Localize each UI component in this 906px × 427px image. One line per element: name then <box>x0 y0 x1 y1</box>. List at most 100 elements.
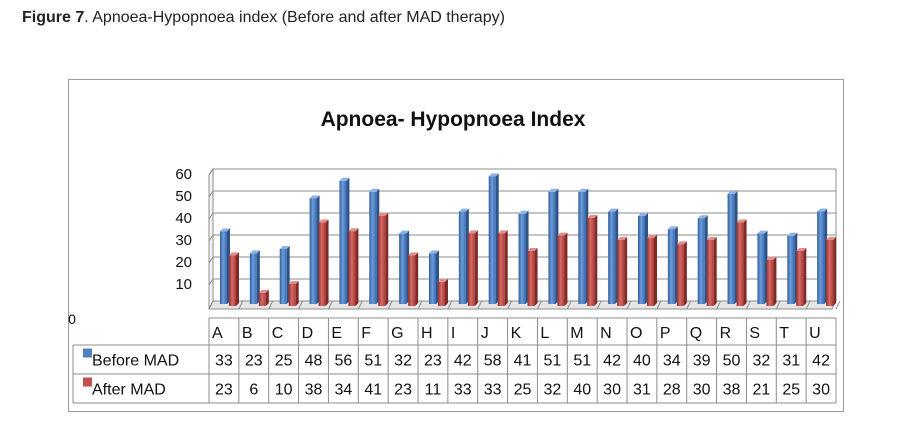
data-label: 28 <box>663 382 681 399</box>
bar-before-top <box>309 195 320 199</box>
bar-after-side <box>445 278 448 306</box>
x-tick-label: F <box>361 325 371 342</box>
bar-after-side <box>594 215 598 306</box>
figure-caption: Figure 7. Apnoea-Hypopnoea index (Before… <box>22 9 505 27</box>
y-tick-label: 50 <box>175 188 192 205</box>
bar-after-top <box>497 230 508 234</box>
data-label: 30 <box>693 382 711 399</box>
gridline-side <box>208 256 214 264</box>
floor-divider <box>238 300 244 310</box>
floor-divider <box>357 300 363 310</box>
data-label: 6 <box>249 382 258 399</box>
data-label: 32 <box>752 353 770 370</box>
data-label: 33 <box>215 353 233 370</box>
x-tick-label: C <box>272 325 284 342</box>
data-label: 38 <box>723 382 741 399</box>
data-label: 25 <box>514 382 532 399</box>
x-tick-label: L <box>540 325 549 342</box>
y-tick-label: 40 <box>175 210 192 227</box>
bar-after-top <box>826 237 837 240</box>
floor-divider <box>507 300 513 310</box>
data-label: 23 <box>424 353 442 370</box>
bar-after <box>647 237 654 306</box>
bar-after-side <box>713 237 717 306</box>
data-label: 11 <box>425 382 442 399</box>
bar-before-top <box>399 230 410 234</box>
legend-label: Before MAD <box>92 353 179 370</box>
bar-before <box>608 211 616 304</box>
bar-before-top <box>787 232 798 236</box>
x-tick-label: M <box>570 325 583 342</box>
bar-after-side <box>385 212 389 306</box>
data-label: 42 <box>454 353 472 370</box>
bar-after-side <box>654 234 657 306</box>
bar-after-top <box>766 256 777 260</box>
bar-before-top <box>458 208 469 212</box>
x-tick-label: P <box>660 325 671 342</box>
data-label: 51 <box>543 353 561 370</box>
y-tick-label: 30 <box>175 232 192 249</box>
data-label: 56 <box>334 353 352 370</box>
bar-after-top <box>408 252 419 256</box>
floor-divider <box>327 300 333 310</box>
bar-after-top <box>527 248 538 251</box>
data-label: 40 <box>573 382 591 399</box>
bar-after <box>408 255 416 306</box>
data-label: 42 <box>603 353 621 370</box>
bar-after-top <box>438 278 448 282</box>
floor-divider <box>298 300 304 310</box>
bar-after-top <box>229 252 239 256</box>
data-label: 32 <box>394 353 412 370</box>
data-label: 51 <box>573 353 591 370</box>
bar-before <box>249 253 257 304</box>
bar-before <box>578 191 586 304</box>
bar-before-top <box>638 213 648 216</box>
bar-before <box>667 229 675 304</box>
floor-divider <box>268 300 274 310</box>
bar-after-side <box>624 237 628 306</box>
bar-after-side <box>773 256 777 306</box>
floor-divider <box>686 300 692 310</box>
floor-divider <box>626 300 632 310</box>
bar-after <box>617 240 625 306</box>
gridline-side <box>208 212 214 220</box>
x-tick-label: G <box>391 325 403 342</box>
bar-before-top <box>608 208 619 212</box>
bar-after-side <box>236 252 239 306</box>
bar-after-side <box>504 230 508 306</box>
bar-after-top <box>288 281 299 284</box>
bar-before <box>548 191 556 304</box>
x-tick-label: B <box>242 325 253 342</box>
floor-divider <box>536 300 542 310</box>
data-label: 33 <box>454 382 472 399</box>
bar-after <box>706 240 714 306</box>
bar-before <box>727 194 735 304</box>
bar-before <box>787 235 795 304</box>
x-tick-label: N <box>600 325 612 342</box>
bar-after-top <box>706 237 717 240</box>
x-tick-label: Q <box>690 325 702 342</box>
x-tick-label: J <box>481 325 489 342</box>
bar-after-side <box>415 252 419 306</box>
x-tick-label: H <box>421 325 433 342</box>
data-label: 25 <box>782 382 800 399</box>
bar-after-side <box>474 230 478 306</box>
plot-side-wall <box>208 167 214 310</box>
bar-after-side <box>265 289 269 306</box>
bar-after-side <box>325 219 329 306</box>
data-label: 21 <box>752 382 770 399</box>
bar-after <box>378 215 386 306</box>
floor-divider <box>596 300 602 310</box>
floor-divider <box>656 300 662 310</box>
data-label: 34 <box>334 382 352 399</box>
bar-after <box>348 231 356 306</box>
data-label: 10 <box>275 382 293 399</box>
figure-label: Figure 7 <box>22 9 85 26</box>
data-label: 34 <box>663 353 681 370</box>
floor-divider <box>387 300 393 310</box>
bar-before <box>488 176 496 304</box>
bar-after-side <box>683 241 687 306</box>
data-label: 23 <box>245 353 263 370</box>
bar-before-top <box>817 208 828 212</box>
